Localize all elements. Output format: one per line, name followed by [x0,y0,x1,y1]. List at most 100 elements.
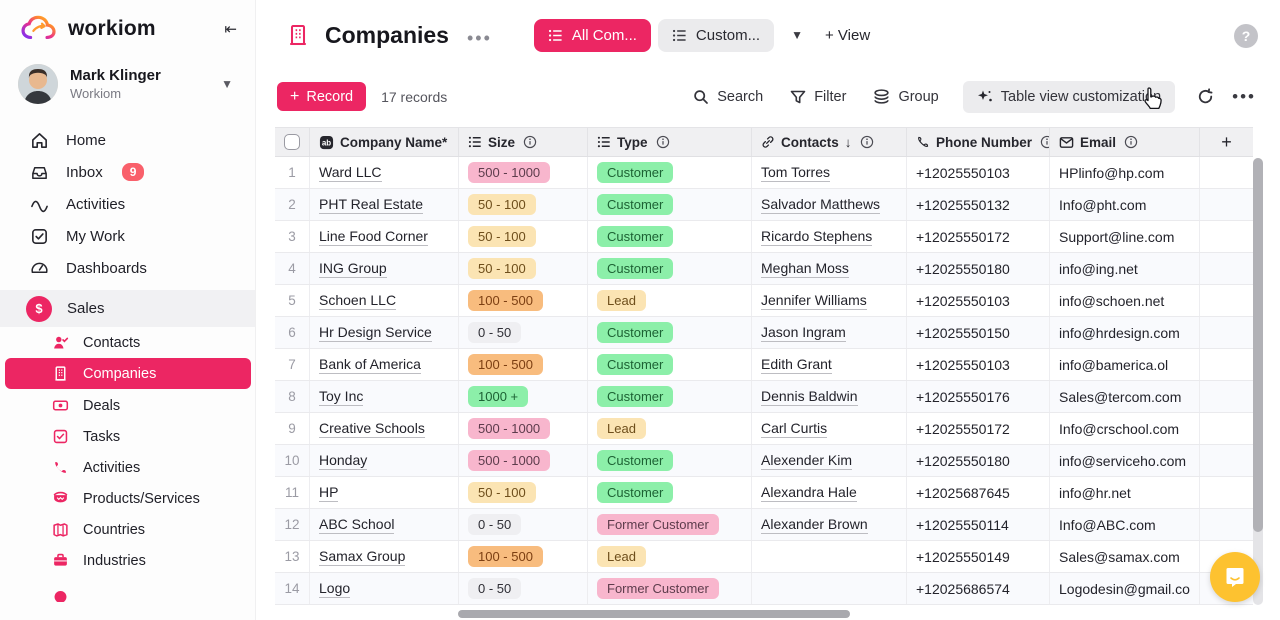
email-cell[interactable]: info@ing.net [1050,253,1200,284]
table-row[interactable]: 9 Creative Schools 500 - 1000 Lead Carl … [275,413,1253,445]
help-button[interactable]: ? [1234,24,1258,48]
size-badge[interactable]: 100 - 500 [468,290,543,311]
sidebar-item-inbox[interactable]: Inbox 9 [0,156,255,188]
table-row[interactable]: 10 Honday 500 - 1000 Customer Alexender … [275,445,1253,477]
contact-link[interactable]: Alexander Brown [761,515,868,534]
company-name-link[interactable]: Samax Group [319,547,406,566]
table-row[interactable]: 13 Samax Group 100 - 500 Lead +120255501… [275,541,1253,573]
email-cell[interactable]: info@serviceho.com [1050,445,1200,476]
sidebar-item-partial[interactable] [0,578,255,609]
contact-link[interactable]: Salvador Matthews [761,195,881,214]
contact-link[interactable]: Dennis Baldwin [761,387,858,406]
phone-cell[interactable]: +12025550103 [907,157,1050,188]
vertical-scrollbar-track[interactable] [1253,158,1263,605]
column-header-email[interactable]: Email [1050,128,1200,156]
type-badge[interactable]: Customer [597,258,674,279]
sidebar-item-products-services[interactable]: Products/Services [0,483,255,514]
sidebar-item-deals[interactable]: Deals [0,390,255,421]
contact-link[interactable]: Meghan Moss [761,259,849,278]
type-badge[interactable]: Customer [597,354,674,375]
email-cell[interactable]: Logodesin@gmail.co [1050,573,1200,604]
sidebar-item-contacts[interactable]: Contacts [0,327,255,358]
phone-cell[interactable]: +12025550180 [907,445,1050,476]
table-row[interactable]: 6 Hr Design Service 0 - 50 Customer Jaso… [275,317,1253,349]
size-badge[interactable]: 0 - 50 [468,578,522,599]
email-cell[interactable]: info@schoen.net [1050,285,1200,316]
tabs-dropdown-icon[interactable]: ▼ [791,28,803,42]
table-row[interactable]: 7 Bank of America 100 - 500 Customer Edi… [275,349,1253,381]
column-header-phone[interactable]: Phone Number [907,128,1050,156]
tab-all-companies[interactable]: All Com... [533,18,651,52]
column-header-company-name[interactable]: ab Company Name* [310,128,459,156]
table-row[interactable]: 4 ING Group 50 - 100 Customer Meghan Mos… [275,253,1253,285]
sidebar-item-activities-sales[interactable]: Activities [0,452,255,483]
sidebar-item-my-work[interactable]: My Work [0,220,255,252]
email-cell[interactable]: Info@ABC.com [1050,509,1200,540]
type-badge[interactable]: Customer [597,450,674,471]
user-menu[interactable]: Mark Klinger Workiom ▼ [0,52,255,118]
column-header-type[interactable]: Type [588,128,752,156]
company-name-link[interactable]: PHT Real Estate [319,195,424,214]
type-badge[interactable]: Customer [597,226,674,247]
sidebar-item-companies[interactable]: Companies [5,358,251,389]
chat-widget-button[interactable] [1210,552,1260,602]
table-row[interactable]: 3 Line Food Corner 50 - 100 Customer Ric… [275,221,1253,253]
type-badge[interactable]: Lead [597,546,646,567]
size-badge[interactable]: 500 - 1000 [468,418,551,439]
contact-link[interactable]: Ricardo Stephens [761,227,873,246]
contact-link[interactable]: Jennifer Williams [761,291,867,310]
phone-cell[interactable]: +12025550176 [907,381,1050,412]
contact-link[interactable]: Alexender Kim [761,451,853,470]
size-badge[interactable]: 0 - 50 [468,514,522,535]
table-row[interactable]: 11 HP 50 - 100 Customer Alexandra Hale +… [275,477,1253,509]
contact-link[interactable]: Tom Torres [761,163,830,182]
company-name-link[interactable]: Bank of America [319,355,421,374]
size-badge[interactable]: 500 - 1000 [468,450,551,471]
type-badge[interactable]: Lead [597,418,646,439]
toolbar-more-icon[interactable]: ••• [1232,86,1256,106]
type-badge[interactable]: Customer [597,482,674,503]
sidebar-item-tasks[interactable]: Tasks [0,421,255,452]
column-header-size[interactable]: Size [459,128,588,156]
size-badge[interactable]: 50 - 100 [468,482,536,503]
sidebar-item-industries[interactable]: Industries [0,545,255,576]
phone-cell[interactable]: +12025550132 [907,189,1050,220]
tab-custom-view[interactable]: Custom... [657,18,775,52]
size-badge[interactable]: 0 - 50 [468,322,522,343]
select-all-checkbox[interactable] [284,134,300,150]
contact-link[interactable]: Jason Ingram [761,323,846,342]
sidebar-collapse-icon[interactable]: ⇤ [224,21,237,38]
column-header-contacts[interactable]: Contacts ↓ [752,128,907,156]
table-row[interactable]: 14 Logo 0 - 50 Former Customer +12025686… [275,573,1253,605]
add-view-button[interactable]: + View [824,26,871,44]
type-badge[interactable]: Former Customer [597,514,719,535]
table-row[interactable]: 1 Ward LLC 500 - 1000 Customer Tom Torre… [275,157,1253,189]
contact-link[interactable]: Alexandra Hale [761,483,857,502]
email-cell[interactable]: info@hrdesign.com [1050,317,1200,348]
company-name-link[interactable]: Creative Schools [319,419,425,438]
sidebar-section-sales[interactable]: $ Sales [0,290,255,327]
company-name-link[interactable]: Toy Inc [319,387,364,406]
phone-cell[interactable]: +12025550172 [907,221,1050,252]
email-cell[interactable]: Support@line.com [1050,221,1200,252]
type-badge[interactable]: Customer [597,322,674,343]
search-button[interactable]: Search [693,89,763,105]
table-row[interactable]: 12 ABC School 0 - 50 Former Customer Ale… [275,509,1253,541]
contact-link[interactable]: Edith Grant [761,355,832,374]
type-badge[interactable]: Lead [597,290,646,311]
company-name-link[interactable]: Schoen LLC [319,291,397,310]
size-badge[interactable]: 50 - 100 [468,226,536,247]
vertical-scrollbar-thumb[interactable] [1253,158,1263,532]
phone-cell[interactable]: +12025550150 [907,317,1050,348]
phone-cell[interactable]: +12025550114 [907,509,1050,540]
type-badge[interactable]: Customer [597,386,674,407]
add-column-button[interactable]: + [1221,131,1232,152]
size-badge[interactable]: 100 - 500 [468,546,543,567]
type-badge[interactable]: Former Customer [597,578,719,599]
phone-cell[interactable]: +12025550103 [907,349,1050,380]
email-cell[interactable]: Sales@tercom.com [1050,381,1200,412]
email-cell[interactable]: info@hr.net [1050,477,1200,508]
company-name-link[interactable]: Line Food Corner [319,227,428,246]
refresh-button[interactable] [1197,88,1214,105]
sidebar-item-dashboards[interactable]: Dashboards [0,252,255,284]
